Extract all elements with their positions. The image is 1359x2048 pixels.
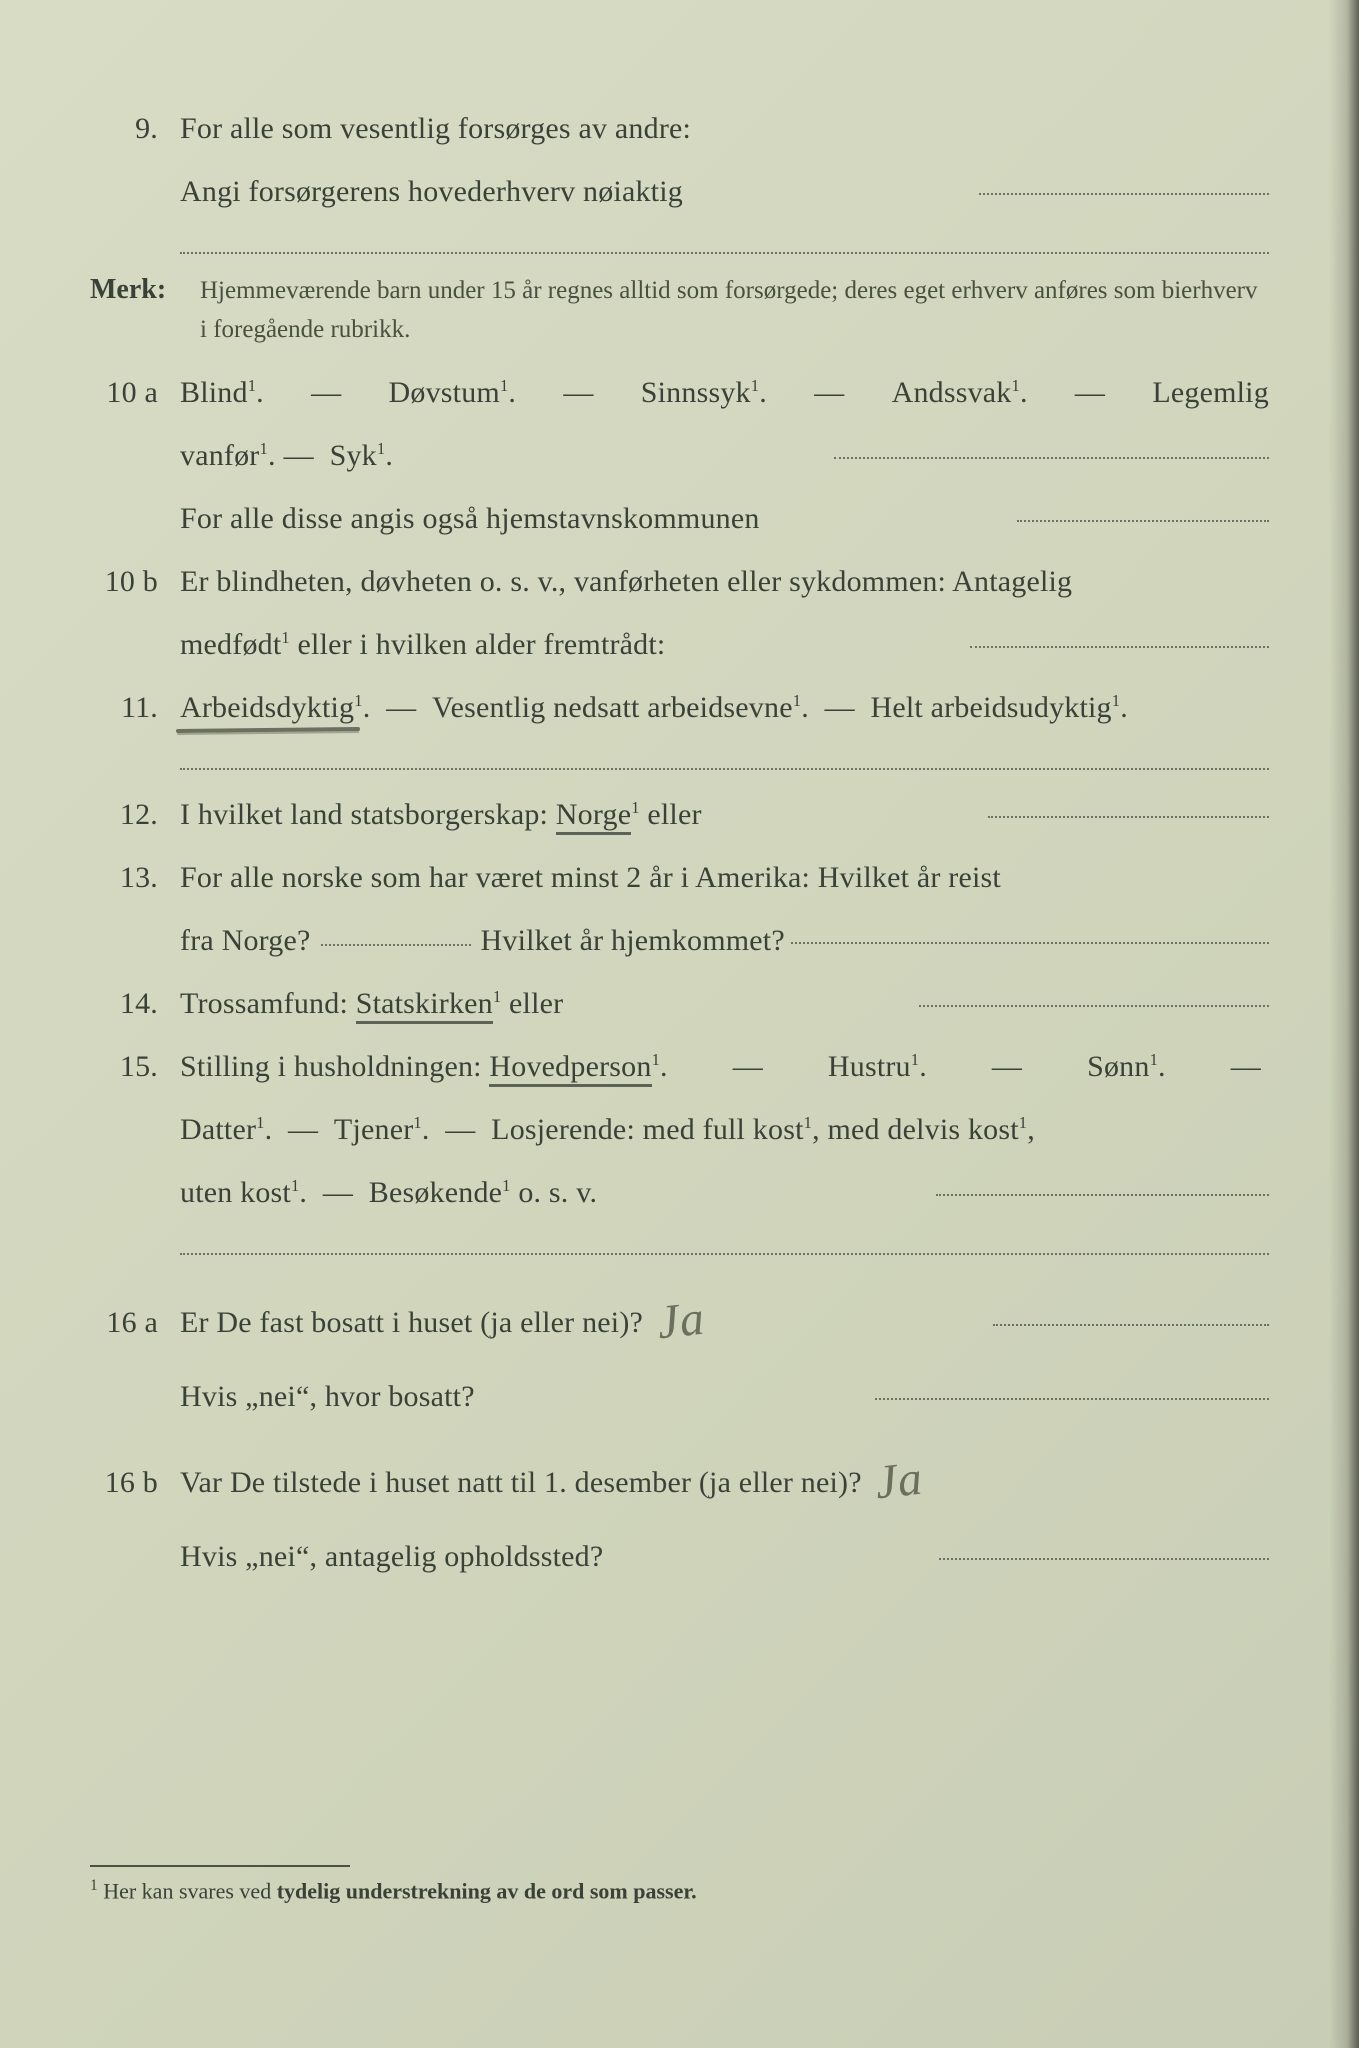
dotted-line xyxy=(180,742,1269,770)
q10a-line3: For alle disse angis også hjemstavnskomm… xyxy=(90,490,1269,547)
dotted-fill xyxy=(1017,520,1269,522)
q16b-answer-handwritten: Ja xyxy=(871,1432,928,1528)
q10b-number: 10 b xyxy=(90,553,180,610)
q13-text1: For alle norske som har været minst 2 år… xyxy=(180,849,1269,906)
q15-line2: Datter1. — Tjener1. — Losjerende: med fu… xyxy=(90,1101,1269,1158)
q10a-line2: vanfør1.— Syk1. xyxy=(90,427,1269,484)
merk-label: Merk: xyxy=(90,272,200,306)
dotted-fill xyxy=(834,457,1269,459)
q12-number: 12. xyxy=(90,786,180,843)
document-page: 9. For alle som vesentlig forsørges av a… xyxy=(0,0,1359,2048)
q10b-text1: Er blindheten, døvheten o. s. v., vanfør… xyxy=(180,553,1269,610)
merk-text: Hjemmeværende barn under 15 år regnes al… xyxy=(200,272,1269,350)
q16a-line2: Hvis „nei“, hvor bosatt? xyxy=(90,1368,1269,1425)
q15-hovedperson-underlined: Hovedperson xyxy=(489,1050,651,1087)
q11-line: 11. Arbeidsdyktig1. — Vesentlig nedsatt … xyxy=(90,679,1269,736)
dotted-fill xyxy=(919,1005,1269,1007)
q16a-number: 16 a xyxy=(90,1294,180,1351)
q10a-text3: For alle disse angis også hjemstavnskomm… xyxy=(180,490,1011,547)
q12-line: 12. I hvilket land statsborgerskap: Norg… xyxy=(90,786,1269,843)
q15-number: 15. xyxy=(90,1038,180,1095)
q16a-answer-handwritten: Ja xyxy=(653,1272,710,1368)
q10a-number: 10 a xyxy=(90,364,180,421)
dotted-fill xyxy=(993,1324,1269,1326)
footnote-rule xyxy=(90,1865,350,1867)
q15-line3: uten kost1. — Besøkende1 o. s. v. xyxy=(90,1164,1269,1221)
dotted-fill xyxy=(979,193,1269,195)
q9-text1: For alle som vesentlig forsørges av andr… xyxy=(180,100,1269,157)
q16a-text2: Hvis „nei“, hvor bosatt? xyxy=(180,1368,869,1425)
dotted-fill xyxy=(988,816,1269,818)
q9-line2: Angi forsørgerens hovederhverv nøiaktig xyxy=(90,163,1269,220)
q14-number: 14. xyxy=(90,975,180,1032)
q16b-text2: Hvis „nei“, antagelig opholdssted? xyxy=(180,1528,933,1585)
q9-number: 9. xyxy=(90,100,180,157)
dotted-line xyxy=(180,226,1269,254)
q14-line: 14. Trossamfund: Statskirken1 eller xyxy=(90,975,1269,1032)
q9-text2: Angi forsørgerens hovederhverv nøiaktig xyxy=(180,163,973,220)
dotted-fill xyxy=(875,1398,1269,1400)
q9-line1: 9. For alle som vesentlig forsørges av a… xyxy=(90,100,1269,157)
dotted-fill xyxy=(936,1194,1269,1196)
q14-statskirken-underlined: Statskirken xyxy=(356,987,493,1024)
q11-number: 11. xyxy=(90,679,180,736)
q10a-line1: 10 a Blind1. — Døvstum1. — Sinnssyk1. — … xyxy=(90,364,1269,421)
dotted-fill xyxy=(970,646,1269,648)
dotted-line xyxy=(180,1227,1269,1255)
q10b-line2: medfødt1 eller i hvilken alder fremtrådt… xyxy=(90,616,1269,673)
q10a-options: Blind1. — Døvstum1. — Sinnssyk1. — Andss… xyxy=(180,364,1269,421)
dotted-fill xyxy=(321,944,471,946)
q13-line1: 13. For alle norske som har været minst … xyxy=(90,849,1269,906)
q11-opt1-underlined: Arbeidsdyktig xyxy=(180,691,354,724)
q13-line2: fra Norge? Hvilket år hjemkommet? xyxy=(90,912,1269,969)
dotted-fill xyxy=(939,1558,1269,1560)
q15-line1: 15. Stilling i husholdningen: Hovedperso… xyxy=(90,1038,1269,1095)
footnote: 1 Her kan svares ved tydelig understrekn… xyxy=(90,1877,1269,1904)
q12-norge-underlined: Norge xyxy=(556,798,631,835)
q16a-line1: 16 a Er De fast bosatt i huset (ja eller… xyxy=(90,1271,1269,1362)
q13-number: 13. xyxy=(90,849,180,906)
q16b-number: 16 b xyxy=(90,1454,180,1511)
q16b-line1: 16 b Var De tilstede i huset natt til 1.… xyxy=(90,1431,1269,1522)
q16b-line2: Hvis „nei“, antagelig opholdssted? xyxy=(90,1528,1269,1585)
q10b-line1: 10 b Er blindheten, døvheten o. s. v., v… xyxy=(90,553,1269,610)
dotted-fill xyxy=(791,942,1269,944)
merk-note: Merk: Hjemmeværende barn under 15 år reg… xyxy=(90,272,1269,350)
